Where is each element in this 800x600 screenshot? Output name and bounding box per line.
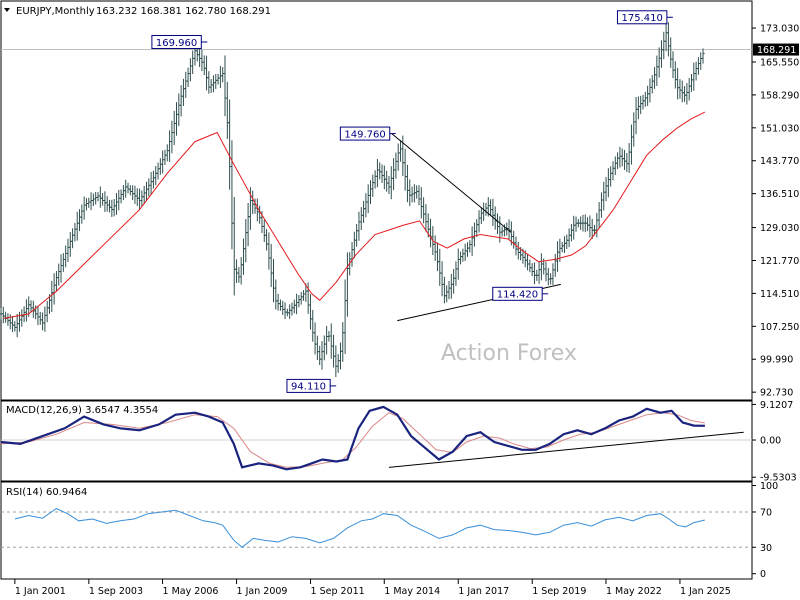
current-price-label: 168.291 (757, 45, 796, 56)
price-annotation: 94.110 (286, 378, 337, 393)
header-symbol: EURJPY,Monthly (16, 6, 95, 17)
header-ohlc: 163.232 168.381 162.780 168.291 (96, 6, 271, 17)
current-price-box (753, 43, 799, 56)
time-tick-label: 1 Jan 2009 (237, 586, 288, 597)
time-tick-label: 1 Sep 2003 (89, 586, 143, 597)
price-annotation-label: 94.110 (291, 382, 326, 393)
price-tick-label: 165.550 (760, 57, 799, 68)
price-annotation: 169.960 (151, 34, 208, 49)
rsi-tick-label: 30 (760, 543, 772, 554)
time-tick-label: 1 Jan 2001 (15, 586, 66, 597)
macd-tick-label: -9.5303 (760, 473, 797, 484)
price-axis: 173.030 165.550 158.290 151.030 143.770 136.5… (752, 24, 799, 399)
macd-label: MACD(12,26,9) 3.6547 4.3554 (6, 405, 158, 416)
price-annotation: 175.410 (616, 10, 673, 25)
time-tick-label: 1 Sep 2019 (532, 586, 586, 597)
time-tick-label: 1 Jan 2017 (458, 586, 509, 597)
collapse-arrow-icon[interactable] (4, 8, 10, 12)
price-annotations: 169.960 149.760 94.110 114.420 175.410 (151, 10, 673, 393)
time-axis: 1 Jan 2001 1 Sep 2003 1 May 2006 1 Jan 2009… (14, 579, 731, 597)
rsi-pane: RSI(14) 60.9464 (0, 481, 753, 580)
price-tick-label: 129.030 (760, 223, 799, 234)
macd-line (0, 405, 705, 471)
rsi-line (14, 507, 706, 548)
price-bars (0, 22, 705, 378)
rsi-label: RSI(14) 60.9464 (6, 487, 87, 498)
moving-average-line (3, 111, 706, 319)
price-annotation-label: 169.960 (156, 38, 197, 49)
macd-signal-line (0, 412, 705, 468)
price-annotation-label: 114.420 (497, 290, 538, 301)
price-bar (701, 48, 705, 64)
rsi-tick-label: 100 (760, 481, 778, 492)
price-tick-label: 107.250 (760, 322, 799, 333)
price-tick-label: 92.730 (760, 388, 793, 399)
time-tick-label: 1 May 2014 (384, 586, 440, 597)
time-tick-label: 1 May 2006 (163, 586, 219, 597)
price-tick-label: 114.510 (760, 289, 799, 300)
time-tick-label: 1 May 2022 (606, 586, 662, 597)
price-annotation: 114.420 (492, 286, 549, 301)
price-tick-label: 173.030 (760, 24, 799, 35)
price-annotation: 149.760 (339, 126, 396, 141)
rsi-levels (1, 511, 752, 548)
rsi-axis: 100 70 30 0 (752, 481, 778, 580)
macd-axis: 9.1207 0.00 -9.5303 (752, 400, 797, 484)
price-tick-label: 136.510 (760, 189, 799, 200)
macd-trendline (388, 431, 744, 468)
watermark: Action Forex (441, 341, 577, 366)
macd-pane: MACD(12,26,9) 3.6547 4.3554 (0, 400, 753, 482)
macd-tick-label: 0.00 (760, 436, 781, 447)
time-tick-label: 1 Jan 2025 (680, 586, 731, 597)
price-annotation-label: 175.410 (621, 13, 662, 24)
rsi-tick-label: 0 (760, 569, 766, 580)
price-annotation-label: 149.760 (344, 129, 385, 140)
price-tick-label: 143.770 (760, 156, 799, 167)
time-tick-label: 1 Sep 2011 (311, 586, 365, 597)
price-tick-label: 151.030 (760, 123, 799, 134)
price-tick-label: 99.990 (760, 355, 793, 366)
rsi-tick-label: 70 (760, 507, 772, 518)
price-pane: EURJPY,Monthly 163.232 168.381 162.780 1… (0, 0, 753, 401)
price-trendline (391, 133, 512, 233)
price-tick-label: 121.770 (760, 256, 799, 267)
price-tick-label: 158.290 (760, 90, 799, 101)
macd-tick-label: 9.1207 (760, 400, 793, 411)
